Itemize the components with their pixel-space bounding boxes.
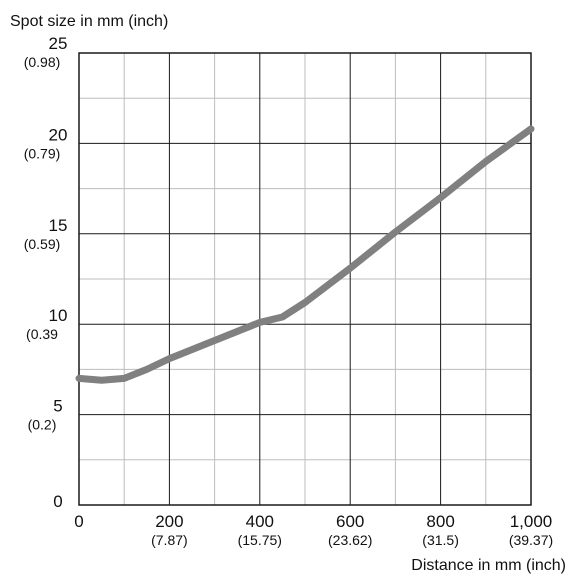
y-tick-sublabel: (0.39 — [26, 326, 58, 342]
x-tick-label: 1,000 — [510, 512, 553, 531]
series — [75, 125, 535, 384]
y-tick-sublabel: (0.2) — [28, 417, 57, 433]
y-axis-label: Spot size in mm (inch) — [10, 13, 168, 30]
y-tick-label: 15 — [49, 216, 68, 235]
plot-frame — [78, 52, 532, 506]
y-tick-sublabel: (0.98) — [24, 54, 61, 70]
x-tick-sublabel: (7.87) — [151, 532, 188, 548]
x-axis-label: Distance in mm (inch) — [411, 557, 566, 574]
x-tick-label: 400 — [246, 512, 274, 531]
x-tick-sublabel: (39.37) — [509, 532, 553, 548]
tick-labels: 0 5(0.2) 10(0.39 15(0.59) 20(0.79) 25(0.98) 0 2… — [24, 34, 553, 548]
x-tick-label: 600 — [336, 512, 364, 531]
x-tick-label: 0 — [74, 512, 83, 531]
x-tick-label: 800 — [426, 512, 454, 531]
x-tick-label: 200 — [155, 512, 183, 531]
series-line — [75, 125, 535, 384]
x-tick-sublabel: (31.5) — [422, 532, 459, 548]
y-tick-sublabel: (0.59) — [24, 236, 61, 252]
y-tick-label: 25 — [49, 34, 68, 53]
y-tick-sublabel: (0.79) — [24, 145, 61, 161]
y-tick-label: 0 — [53, 492, 62, 511]
y-tick-label: 20 — [49, 125, 68, 144]
x-tick-sublabel: (23.62) — [328, 532, 372, 548]
grid — [78, 52, 532, 506]
y-tick-label: 5 — [53, 397, 62, 416]
y-tick-label: 10 — [49, 306, 68, 325]
x-tick-sublabel: (15.75) — [238, 532, 282, 548]
